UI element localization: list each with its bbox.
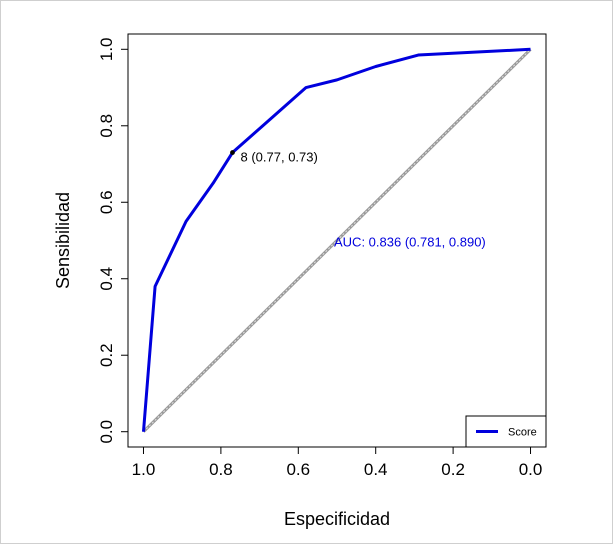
y-tick-label: 0.6: [97, 190, 116, 214]
y-tick-label: 1.0: [97, 37, 116, 61]
x-axis: 1.0 0.8 0.6 0.4 0.2 0.0: [132, 447, 543, 479]
x-tick-label: 1.0: [132, 460, 156, 479]
y-tick-label: 0.0: [97, 420, 116, 444]
y-tick-label: 0.4: [97, 267, 116, 291]
reference-line-group: [142, 48, 532, 433]
x-tick-label: 0.6: [286, 460, 310, 479]
y-tick-label: 0.2: [97, 343, 116, 367]
y-axis: 0.0 0.2 0.4 0.6 0.8 1.0: [97, 37, 128, 444]
x-tick-label: 0.2: [441, 460, 465, 479]
y-tick-label: 0.8: [97, 114, 116, 138]
series-group: [141, 47, 531, 432]
plot-area-border: [127, 33, 547, 448]
x-tick-label: 0.8: [209, 460, 233, 479]
legend-entry-score: Score: [508, 427, 537, 439]
legend: Score: [465, 415, 547, 448]
cutoff-point-marker: [230, 150, 235, 155]
roc-curve-line-score: [141, 47, 531, 432]
x-axis-title: Especificidad: [284, 509, 390, 529]
y-axis-title: Sensibilidad: [53, 192, 73, 289]
cutoff-point-label: 8 (0.77, 0.73): [241, 150, 318, 165]
reference-diagonal-inner: [143, 48, 531, 433]
x-tick-label: 0.0: [519, 460, 543, 479]
auc-label: AUC: 0.836 (0.781, 0.890): [334, 235, 486, 250]
annotations: 8 (0.77, 0.73) AUC: 0.836 (0.781, 0.890): [230, 150, 486, 250]
x-tick-label: 0.4: [364, 460, 388, 479]
